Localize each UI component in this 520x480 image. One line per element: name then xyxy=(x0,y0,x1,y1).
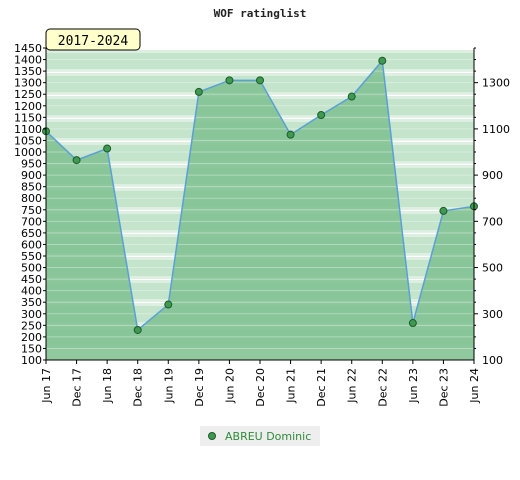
y-left-tick-label: 250 xyxy=(21,319,42,332)
y-axis-left: 1001502002503003504004505005506006507007… xyxy=(14,42,47,367)
data-point xyxy=(378,56,387,65)
series-area xyxy=(46,60,474,360)
x-tick-label: Dec 18 xyxy=(132,368,145,407)
data-point xyxy=(347,92,356,101)
x-tick-label: Jun 22 xyxy=(346,368,359,404)
period-badge-box xyxy=(45,28,141,51)
y-right-tick-label: 300 xyxy=(482,308,503,321)
y-left-tick-label: 1250 xyxy=(14,88,42,101)
data-point xyxy=(317,111,326,120)
y-left-tick-label: 100 xyxy=(21,354,42,367)
data-point xyxy=(164,300,173,309)
data-point xyxy=(408,319,417,328)
y-left-tick-label: 350 xyxy=(21,296,42,309)
data-point xyxy=(133,325,142,334)
x-tick-label: Jun 19 xyxy=(162,368,175,404)
y-left-tick-label: 1100 xyxy=(14,123,42,136)
y-axis-right: 100 300 500 700 900 1100 1300 xyxy=(473,47,510,367)
grid-lines xyxy=(46,48,474,349)
data-point xyxy=(225,76,234,85)
y-left-tick-label: 300 xyxy=(21,308,42,321)
x-tick-label: Dec 23 xyxy=(437,368,450,407)
y-left-tick-label: 1400 xyxy=(14,54,42,67)
y-left-tick-label: 450 xyxy=(21,273,42,286)
y-left-tick-label: 1150 xyxy=(14,111,42,124)
y-right-tick-label: 700 xyxy=(482,215,503,228)
x-tick-label: Jun 18 xyxy=(101,368,114,404)
y-left-tick-label: 850 xyxy=(21,181,42,194)
y-left-tick-label: 900 xyxy=(21,169,42,182)
legend-label: ABREU Dominic xyxy=(225,430,311,443)
y-left-tick-label: 1450 xyxy=(14,42,42,55)
x-tick-label: Jun 24 xyxy=(468,368,481,404)
data-point xyxy=(286,130,295,139)
y-left-tick-label: 1200 xyxy=(14,100,42,113)
y-left-tick-label: 150 xyxy=(21,342,42,355)
y-left-tick-label: 700 xyxy=(21,215,42,228)
x-tick-label: Jun 23 xyxy=(407,368,420,404)
data-point xyxy=(439,206,448,215)
period-badge-label: 2017-2024 xyxy=(58,34,129,49)
data-point xyxy=(72,156,81,165)
y-left-tick-label: 1300 xyxy=(14,77,42,90)
data-point xyxy=(194,87,203,96)
y-right-tick-label: 1300 xyxy=(482,77,510,90)
y-left-tick-label: 800 xyxy=(21,192,42,205)
legend-box xyxy=(200,426,320,446)
y-left-tick-label: 950 xyxy=(21,158,42,171)
y-left-tick-label: 500 xyxy=(21,262,42,275)
legend-marker xyxy=(208,432,216,440)
x-tick-label: Jun 21 xyxy=(285,368,298,404)
y-left-tick-label: 200 xyxy=(21,331,42,344)
data-point xyxy=(103,144,112,153)
x-tick-label: Jun 20 xyxy=(223,368,236,404)
y-left-tick-label: 600 xyxy=(21,238,42,251)
x-tick-label: Jun 17 xyxy=(40,368,53,404)
bg-band-inner xyxy=(46,53,474,69)
data-point xyxy=(256,76,264,85)
y-left-tick-label: 400 xyxy=(21,285,42,298)
y-right-tick-label: 900 xyxy=(482,169,503,182)
legend: ABREU Dominic xyxy=(200,426,320,446)
period-badge: 2017-2024 xyxy=(45,28,141,51)
y-left-tick-label: 1000 xyxy=(14,146,42,159)
y-left-tick-label: 650 xyxy=(21,227,42,240)
x-tick-label: Dec 19 xyxy=(193,368,206,407)
grid-layer xyxy=(46,48,474,349)
x-tick-label: Dec 22 xyxy=(376,368,389,407)
y-left-tick-label: 750 xyxy=(21,204,42,217)
y-left-tick-label: 550 xyxy=(21,250,42,263)
x-tick-label: Dec 20 xyxy=(254,368,267,407)
y-left-tick-label: 1050 xyxy=(14,134,42,147)
x-axis: Jun 17 Dec 17 Jun 18 Dec 18 Jun 19 Dec 19 Jun … xyxy=(40,359,481,407)
y-left-tick-label: 1350 xyxy=(14,65,42,78)
area-layer xyxy=(46,60,474,360)
y-right-tick-label: 500 xyxy=(482,262,503,275)
y-right-tick-label: 1100 xyxy=(482,123,510,136)
x-tick-label: Dec 21 xyxy=(315,368,328,407)
y-right-tick-label: 100 xyxy=(482,354,503,367)
x-tick-label: Dec 17 xyxy=(71,368,84,407)
chart-title: WOF ratinglist xyxy=(214,7,307,20)
